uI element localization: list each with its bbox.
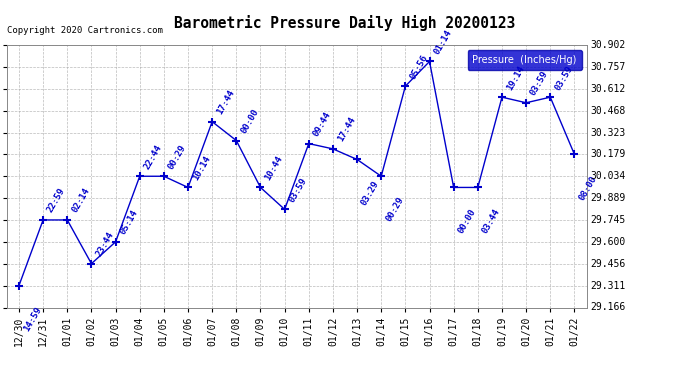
Text: 00:29: 00:29	[384, 196, 405, 223]
Text: 05:56: 05:56	[408, 53, 429, 81]
Text: 00:29: 00:29	[167, 143, 188, 171]
Text: 29.311: 29.311	[590, 280, 625, 291]
Text: 29.600: 29.600	[590, 237, 625, 247]
Text: Copyright 2020 Cartronics.com: Copyright 2020 Cartronics.com	[7, 26, 163, 35]
Text: 02:14: 02:14	[70, 187, 91, 214]
Text: 29.456: 29.456	[590, 259, 625, 268]
Text: 17:44: 17:44	[215, 88, 236, 116]
Text: 22:59: 22:59	[46, 187, 67, 214]
Text: 23:44: 23:44	[95, 230, 115, 258]
Text: 00:00: 00:00	[239, 107, 260, 135]
Text: 30.179: 30.179	[590, 149, 625, 159]
Text: 03:59: 03:59	[529, 69, 550, 97]
Text: 19:14: 19:14	[505, 64, 526, 92]
Text: 30.612: 30.612	[590, 84, 625, 94]
Legend: Pressure  (Inches/Hg): Pressure (Inches/Hg)	[468, 50, 582, 70]
Text: 03:44: 03:44	[481, 207, 502, 235]
Text: Barometric Pressure Daily High 20200123: Barometric Pressure Daily High 20200123	[175, 15, 515, 31]
Text: 14:59: 14:59	[22, 305, 43, 333]
Text: 01:14: 01:14	[433, 28, 453, 56]
Text: 30.902: 30.902	[590, 40, 625, 50]
Text: 30.468: 30.468	[590, 106, 625, 116]
Text: 05:14: 05:14	[119, 209, 139, 236]
Text: 29.889: 29.889	[590, 193, 625, 203]
Text: 03:59: 03:59	[553, 64, 574, 92]
Text: 08:00: 08:00	[578, 174, 598, 201]
Text: 03:59: 03:59	[288, 176, 308, 204]
Text: 29.745: 29.745	[590, 215, 625, 225]
Text: 10:44: 10:44	[264, 154, 284, 182]
Text: 30.034: 30.034	[590, 171, 625, 181]
Text: 22:44: 22:44	[143, 143, 164, 171]
Text: 10:14: 10:14	[191, 154, 212, 182]
Text: 17:44: 17:44	[336, 116, 357, 143]
Text: 09:44: 09:44	[312, 110, 333, 138]
Text: 00:00: 00:00	[457, 207, 477, 235]
Text: 29.166: 29.166	[590, 303, 625, 312]
Text: 30.757: 30.757	[590, 62, 625, 72]
Text: 03:29: 03:29	[360, 179, 381, 207]
Text: 30.323: 30.323	[590, 128, 625, 138]
